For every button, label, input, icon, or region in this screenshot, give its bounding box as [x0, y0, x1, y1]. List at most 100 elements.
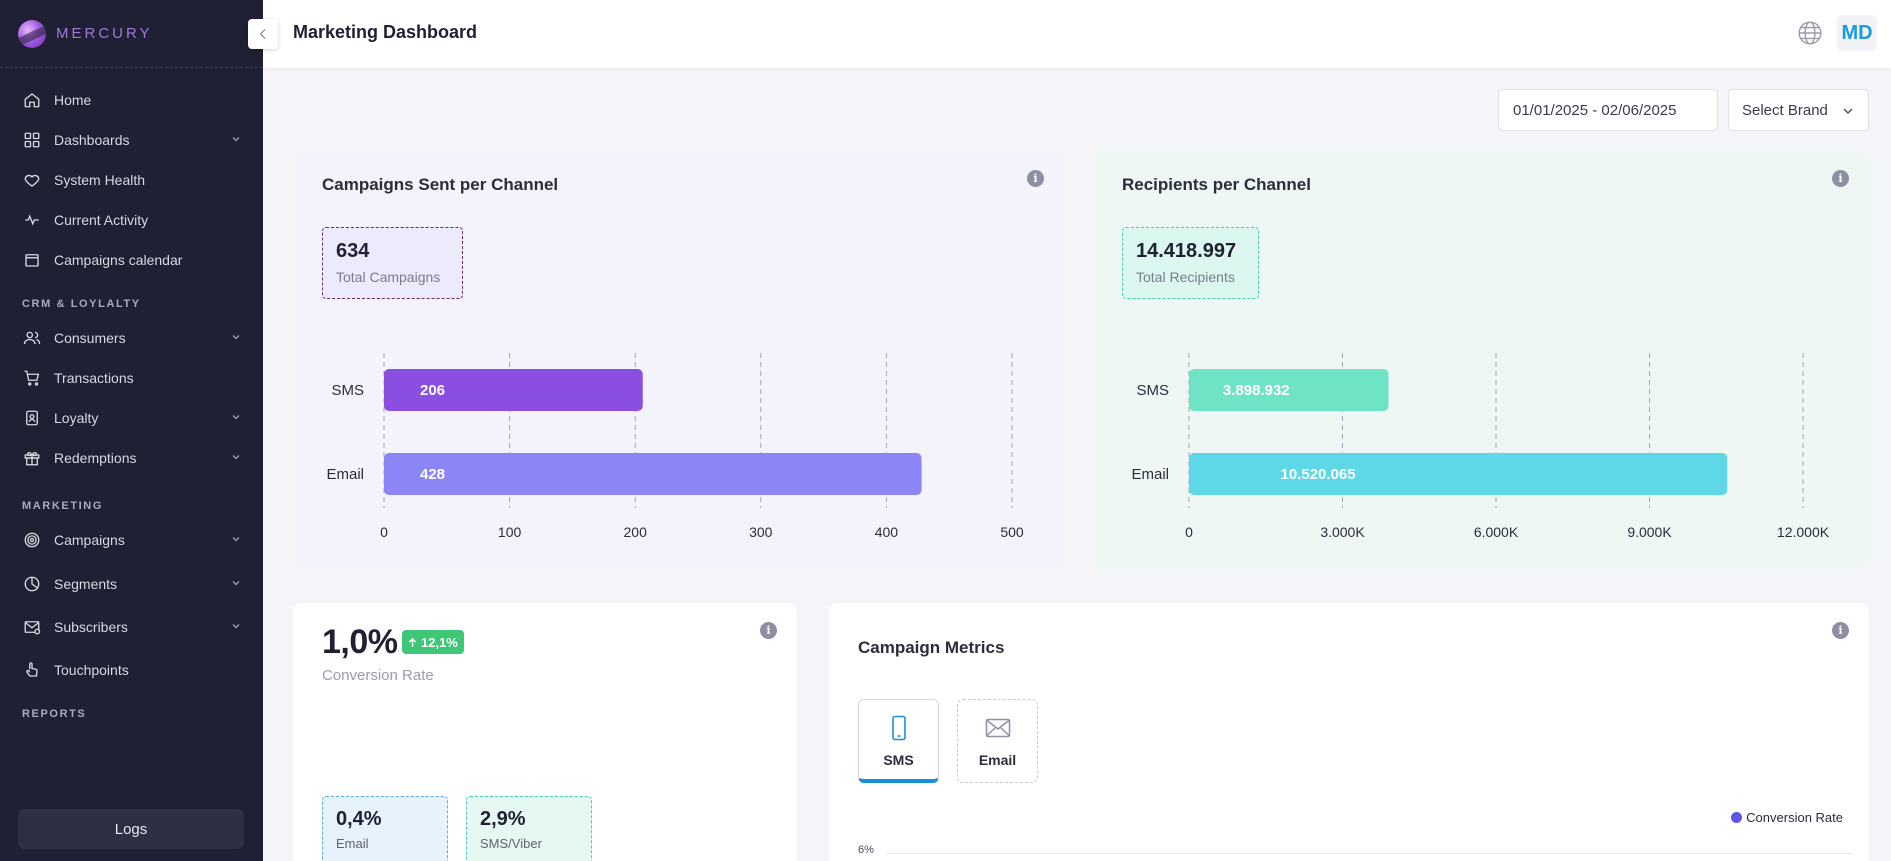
bar-sms	[1189, 369, 1389, 411]
home-icon	[22, 90, 42, 110]
date-range-picker[interactable]: 01/01/2025 - 02/06/2025	[1498, 89, 1718, 131]
bar-email	[1189, 453, 1728, 495]
section-marketing-heading: MARKETING	[22, 500, 104, 512]
sidebar-item-label: Home	[54, 92, 92, 108]
chevron-down-icon	[232, 581, 240, 586]
chevron-down-icon	[232, 415, 240, 420]
recipients-bar-chart: 0 3.000K 6.000K 9.000K 12.000K SMS 3.898.932 Em…	[1131, 353, 1830, 540]
campaign-metrics-card: Campaign Metrics i SMS Email Conversion …	[829, 603, 1869, 861]
sidebar-item-label: Campaigns calendar	[54, 252, 183, 268]
category-label: SMS	[331, 382, 364, 399]
brand[interactable]: MERCURY	[0, 0, 263, 68]
smartphone-icon	[885, 714, 913, 742]
tab-sms[interactable]: SMS	[858, 699, 939, 783]
sidebar-item-label: System Health	[54, 172, 146, 188]
calendar-icon	[22, 250, 42, 270]
section-crm-heading: CRM & LOYLALTY	[22, 298, 141, 310]
legend-swatch	[1731, 812, 1743, 823]
sidebar-item-label: Current Activity	[54, 212, 149, 228]
sidebar-item-loyalty[interactable]: Loyalty	[0, 398, 263, 438]
heart-icon	[22, 170, 42, 190]
chart-legend[interactable]: Conversion Rate	[1731, 810, 1843, 825]
tab-label: Email	[978, 752, 1017, 768]
data-label: 3.898.932	[1223, 382, 1290, 399]
x-tick-label: 9.000K	[1627, 524, 1672, 540]
sidebar-item-label: Campaigns	[54, 532, 125, 548]
sidebar-item-label: Redemptions	[54, 450, 137, 466]
chevron-down-icon	[232, 137, 240, 142]
pointer-icon	[22, 660, 42, 680]
data-label: 10.520.065	[1281, 466, 1356, 483]
recipients-per-channel-card: Recipients per Channel i 14.418.997 Tota…	[1093, 151, 1869, 569]
target-icon	[22, 530, 42, 550]
change-badge: 12,1%	[402, 630, 464, 654]
avatar[interactable]: MD	[1837, 15, 1877, 51]
sidebar-item-campaigns[interactable]: Campaigns	[0, 520, 263, 560]
email-conversion-box: 0,4% Email	[322, 796, 448, 861]
grid-icon	[22, 130, 42, 150]
info-icon[interactable]: i	[760, 622, 777, 639]
sms-conversion-label: SMS/Viber	[480, 836, 542, 851]
brand-select[interactable]: Select Brand	[1728, 89, 1869, 131]
card-title: Campaign Metrics	[858, 638, 1005, 657]
total-recipients-label: Total Recipients	[1136, 269, 1235, 285]
tab-email[interactable]: Email	[957, 699, 1038, 783]
x-tick-label: 0	[1185, 524, 1193, 540]
mercury-logo	[18, 19, 46, 48]
mail-check-icon	[22, 617, 42, 637]
sidebar-item-transactions[interactable]: Transactions	[0, 358, 263, 398]
users-icon	[22, 328, 42, 348]
x-tick-label: 300	[749, 524, 773, 540]
arrow-up-icon	[408, 637, 417, 647]
sidebar-item-dashboards[interactable]: Dashboards	[0, 120, 263, 160]
sidebar-item-system-health[interactable]: System Health	[0, 160, 263, 200]
sidebar-item-touchpoints[interactable]: Touchpoints	[0, 650, 263, 690]
x-tick-label: 3.000K	[1320, 524, 1365, 540]
sidebar-item-label: Segments	[54, 576, 118, 592]
total-recipients-box: 14.418.997 Total Recipients	[1122, 227, 1259, 299]
info-icon[interactable]: i	[1832, 622, 1849, 639]
cart-icon	[22, 368, 42, 388]
bar-email	[384, 453, 922, 495]
info-icon[interactable]: i	[1027, 170, 1044, 187]
sidebar-item-segments[interactable]: Segments	[0, 564, 263, 604]
data-label: 206	[420, 382, 445, 399]
data-label: 428	[420, 466, 445, 483]
x-tick-label: 100	[498, 524, 522, 540]
globe-icon[interactable]	[1797, 20, 1823, 46]
sms-conversion-value: 2,9%	[480, 808, 526, 830]
sidebar-item-home[interactable]: Home	[0, 80, 263, 120]
chevron-left-icon	[259, 29, 266, 39]
category-label: Email	[326, 466, 364, 483]
chevron-down-icon	[232, 537, 240, 542]
section-reports-heading: REPORTS	[22, 708, 87, 720]
x-tick-label: 400	[875, 524, 899, 540]
campaigns-bar-chart: 0 100 200 300 400 500 SMS 206 Email 428	[326, 353, 1024, 540]
badge-icon	[22, 408, 42, 428]
sidebar-item-subscribers[interactable]: Subscribers	[0, 607, 263, 647]
logs-button[interactable]: Logs	[18, 809, 244, 849]
sidebar: MERCURY Home Dashboards System Health	[0, 0, 263, 861]
bar-sms	[384, 369, 643, 411]
sidebar-nav: Home Dashboards System Health Current Ac…	[0, 68, 263, 728]
sidebar-item-label: Transactions	[54, 370, 134, 386]
sidebar-item-redemptions[interactable]: Redemptions	[0, 438, 263, 478]
category-label: SMS	[1136, 382, 1169, 399]
total-campaigns-box: 634 Total Campaigns	[322, 227, 463, 299]
campaigns-per-channel-card: Campaigns Sent per Channel i 634 Total C…	[293, 151, 1064, 569]
chevron-down-icon	[1843, 108, 1853, 114]
sidebar-item-label: Dashboards	[54, 132, 130, 148]
sidebar-item-current-activity[interactable]: Current Activity	[0, 200, 263, 240]
conversion-rate-label: Conversion Rate	[322, 667, 434, 684]
sidebar-item-label: Consumers	[54, 330, 126, 346]
sidebar-item-consumers[interactable]: Consumers	[0, 318, 263, 358]
sidebar-item-campaigns-calendar[interactable]: Campaigns calendar	[0, 240, 263, 280]
collapse-sidebar-button[interactable]	[248, 19, 278, 49]
info-icon[interactable]: i	[1832, 170, 1849, 187]
card-title: Recipients per Channel	[1122, 175, 1311, 194]
x-tick-label: 0	[380, 524, 388, 540]
mail-icon	[984, 714, 1012, 742]
email-conversion-label: Email	[336, 836, 369, 851]
total-campaigns-value: 634	[336, 240, 370, 262]
gridline	[886, 853, 1853, 854]
